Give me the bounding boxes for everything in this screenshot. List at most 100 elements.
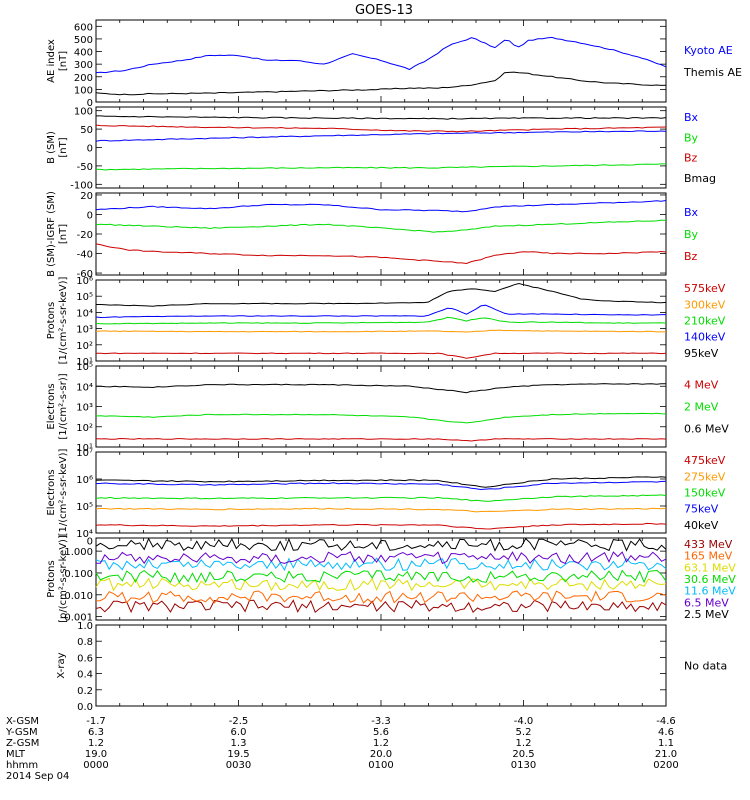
legend-entry: 30.6 MeV: [684, 573, 736, 586]
y-tick-label: 10⁴: [76, 382, 93, 393]
ephemeris-row-label: MLT: [6, 749, 26, 760]
y-axis-label: X-ray: [56, 652, 67, 678]
y-tick-label: 1.0: [77, 621, 93, 632]
series-line-475kev: [95, 522, 667, 530]
ephemeris-value: 0200: [653, 760, 678, 771]
y-axis-label: Electrons: [46, 383, 57, 429]
y-tick-label: 10⁵: [76, 362, 93, 373]
ephemeris-value: 0100: [368, 760, 393, 771]
y-tick-label: 10⁶: [76, 276, 93, 287]
y-tick-label: 0: [87, 144, 93, 155]
ephemeris-row-label: X-GSM: [6, 716, 39, 727]
ephemeris-value: -1.7: [86, 716, 106, 727]
panel-frame: [95, 624, 667, 707]
legend-entry: By: [684, 131, 699, 144]
ephemeris-value: -3.3: [371, 716, 391, 727]
series-line-kyoto-ae: [95, 36, 667, 74]
y-axis-label: AE index: [46, 39, 57, 83]
ephemeris-value: 6.0: [231, 727, 247, 738]
series-line-bz: [95, 243, 667, 265]
legend-entry: 275keV: [684, 470, 726, 483]
panel-bigrf: -60 -40 -20 0 20 B (SM)-IGRF (SM) [nT] Bx By Bz: [46, 191, 699, 280]
y-tick-label: 10⁴: [76, 308, 93, 319]
panel-frame: [95, 451, 667, 534]
ephemeris-value: 1.1: [658, 738, 674, 749]
series-line-6-5-mev: [96, 551, 667, 565]
y-tick-label: 10⁴: [76, 529, 93, 540]
legend-entry: 165 MeV: [684, 550, 733, 563]
y-tick-label: 0.001: [64, 613, 93, 624]
series-line-165-mev: [95, 590, 667, 604]
y-tick-label: 10⁵: [76, 292, 93, 303]
ephemeris-value: -4.6: [656, 716, 676, 727]
legend-entry: 433 MeV: [684, 538, 733, 551]
series-line-575kev: [96, 352, 667, 359]
y-tick-label: 0: [87, 210, 93, 221]
legend-entry: Themis AE: [683, 66, 742, 79]
y-tick-label: -40: [77, 250, 93, 261]
y-axis-unit: [1/(cm²-s-sr)]: [58, 373, 69, 439]
series-line-bx: [95, 200, 667, 213]
y-axis-label: Protons: [46, 560, 57, 597]
y-tick-label: -60: [77, 269, 93, 280]
y-axis-unit: [1/(cm²-s-sr-keV)]: [58, 277, 69, 365]
y-tick-label: -100: [70, 180, 93, 191]
y-tick-label: 0.010: [64, 591, 93, 602]
series-line-150kev: [95, 494, 667, 502]
legend-entry: By: [684, 228, 699, 241]
ephemeris-value: 4.6: [658, 727, 674, 738]
ephemeris-value: 1.2: [88, 738, 104, 749]
y-tick-label: 1.000: [64, 547, 93, 558]
y-axis-unit: [nT]: [58, 51, 69, 71]
series-line-95kev: [96, 282, 667, 307]
legend-entry: 40keV: [684, 519, 719, 532]
y-tick-label: 400: [74, 48, 93, 59]
y-tick-label: 10²: [76, 341, 93, 352]
y-tick-label: 0.6: [77, 653, 93, 664]
ephemeris-value: 19.0: [85, 749, 107, 760]
ephemeris-value: 5.2: [516, 727, 532, 738]
y-tick-label: 10⁷: [76, 448, 93, 459]
ephemeris-row-label: Y-GSM: [5, 727, 38, 738]
series-line-75kev: [95, 480, 667, 491]
series-line-300kev: [95, 329, 667, 333]
y-tick-label: 200: [74, 73, 93, 84]
panel-frame: [95, 192, 667, 276]
ephemeris-value: 5.6: [373, 727, 389, 738]
ephemeris-value: 0000: [83, 760, 108, 771]
y-axis-unit: [1/(cm²-s-sr-keV)]: [58, 449, 69, 537]
panel-protons_low: 10¹ 10² 10³ 10⁴ 10⁵ 10⁶ Protons [1/(cm²-s-sr-ke…: [46, 276, 726, 368]
panel-electrons_low: 10⁴ 10⁵ 10⁶ 10⁷ Electrons [1/(cm²-s-sr-keV)] 4…: [46, 448, 726, 540]
ephemeris-value: 1.3: [231, 738, 247, 749]
series-line-433-mev: [95, 599, 667, 614]
ephemeris-value: -2.5: [229, 716, 249, 727]
y-axis-label: Electrons: [46, 469, 57, 515]
ephemeris-value: 0130: [511, 760, 536, 771]
y-tick-label: 0.2: [77, 686, 93, 697]
panel-protons_high: 0.001 0.010 0.100 1.0000 Protons [p/(cm²-s-sr…: [46, 535, 736, 624]
ephemeris-value: -4.0: [514, 716, 534, 727]
legend-entry: 575keV: [684, 282, 726, 295]
legend-entry: 475keV: [684, 454, 726, 467]
series-line-210kev: [95, 316, 667, 325]
series-line-by: [95, 219, 667, 233]
ephemeris-value: 19.5: [227, 749, 249, 760]
y-axis-label: B (SM): [46, 131, 57, 164]
y-tick-label: 0.100: [64, 569, 93, 580]
ephemeris-value: 6.3: [88, 727, 104, 738]
panel-frame: [95, 106, 667, 189]
legend-entry: Bz: [684, 152, 698, 165]
legend-entry: 2 MeV: [684, 401, 719, 414]
ephemeris-value: 20.5: [512, 749, 534, 760]
ephemeris-date: 2014 Sep 04: [6, 771, 69, 782]
legend-entry: 0.6 MeV: [684, 423, 729, 436]
series-line-30-6-mev: [95, 569, 667, 584]
legend-entry: 140keV: [684, 331, 726, 344]
y-tick-label: 10⁵: [76, 502, 93, 513]
panel-xray: 0.0 0.2 0.4 0.6 0.8 1.0 X-ray No data: [56, 621, 727, 713]
legend-entry: 75keV: [684, 503, 719, 516]
y-tick-label: 0.4: [77, 670, 93, 681]
series-line-0-6-mev: [96, 383, 666, 394]
